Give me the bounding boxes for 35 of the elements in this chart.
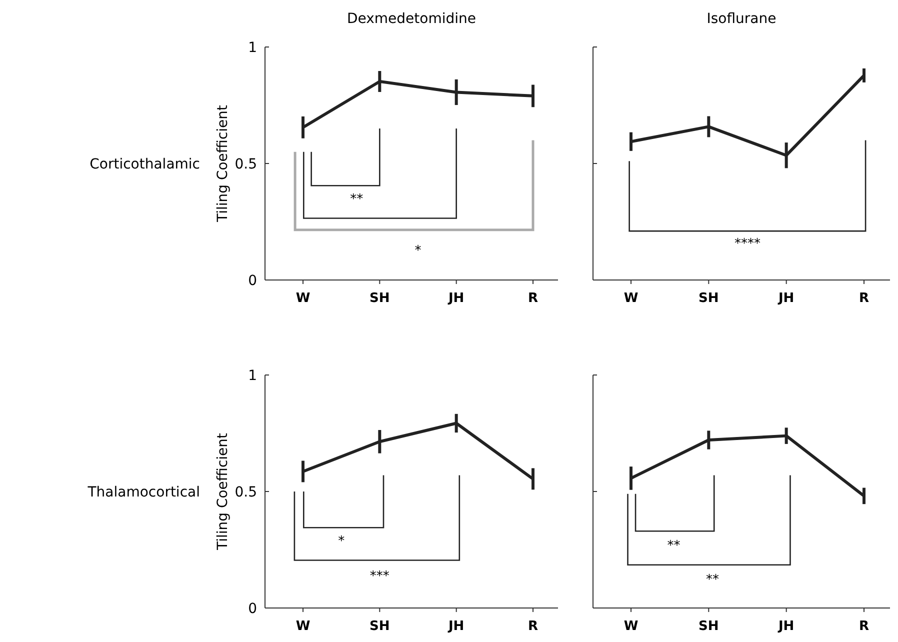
chart-title: Dexmedetomidine xyxy=(346,11,476,27)
y-tick-label: 1 xyxy=(248,368,257,384)
y-tick-label: 1 xyxy=(248,40,257,56)
x-tick-label: SH xyxy=(698,291,719,306)
annotation: ** xyxy=(350,192,364,207)
x-tick-label: R xyxy=(528,619,538,634)
y-tick-label: 0 xyxy=(248,272,257,289)
annotation: **** xyxy=(734,236,761,252)
text: Corticothalamic xyxy=(90,156,200,172)
x-tick-label: SH xyxy=(370,291,390,306)
y-tick-label: 0 xyxy=(248,600,257,617)
x-tick-label: R xyxy=(528,291,538,306)
x-tick-label: W xyxy=(624,291,638,306)
y-tick-label: 0.5 xyxy=(234,484,257,500)
x-tick-label: JH xyxy=(447,619,464,634)
annotation: ** xyxy=(706,572,720,588)
x-tick-label: JH xyxy=(777,619,794,634)
x-tick-label: SH xyxy=(698,619,719,634)
x-tick-label: W xyxy=(624,619,638,634)
x-tick-label: SH xyxy=(370,619,390,634)
x-tick-label: W xyxy=(296,619,310,634)
y-axis-title: Tiling Coefficient xyxy=(215,432,231,552)
annotation: * xyxy=(414,243,422,258)
y-tick-label: 0.5 xyxy=(234,156,257,172)
y-axis-title: Tiling Coefficient xyxy=(215,104,231,224)
annotation: *** xyxy=(370,568,390,584)
annotation: * xyxy=(338,534,346,549)
chart-title: Isoflurane xyxy=(706,11,776,27)
x-tick-label: W xyxy=(296,291,310,306)
x-tick-label: R xyxy=(858,291,870,306)
text: Thalamocortical xyxy=(86,484,200,500)
x-tick-label: JH xyxy=(777,291,794,306)
annotation: ** xyxy=(667,538,681,554)
x-tick-label: R xyxy=(858,619,870,634)
x-tick-label: JH xyxy=(447,291,464,306)
